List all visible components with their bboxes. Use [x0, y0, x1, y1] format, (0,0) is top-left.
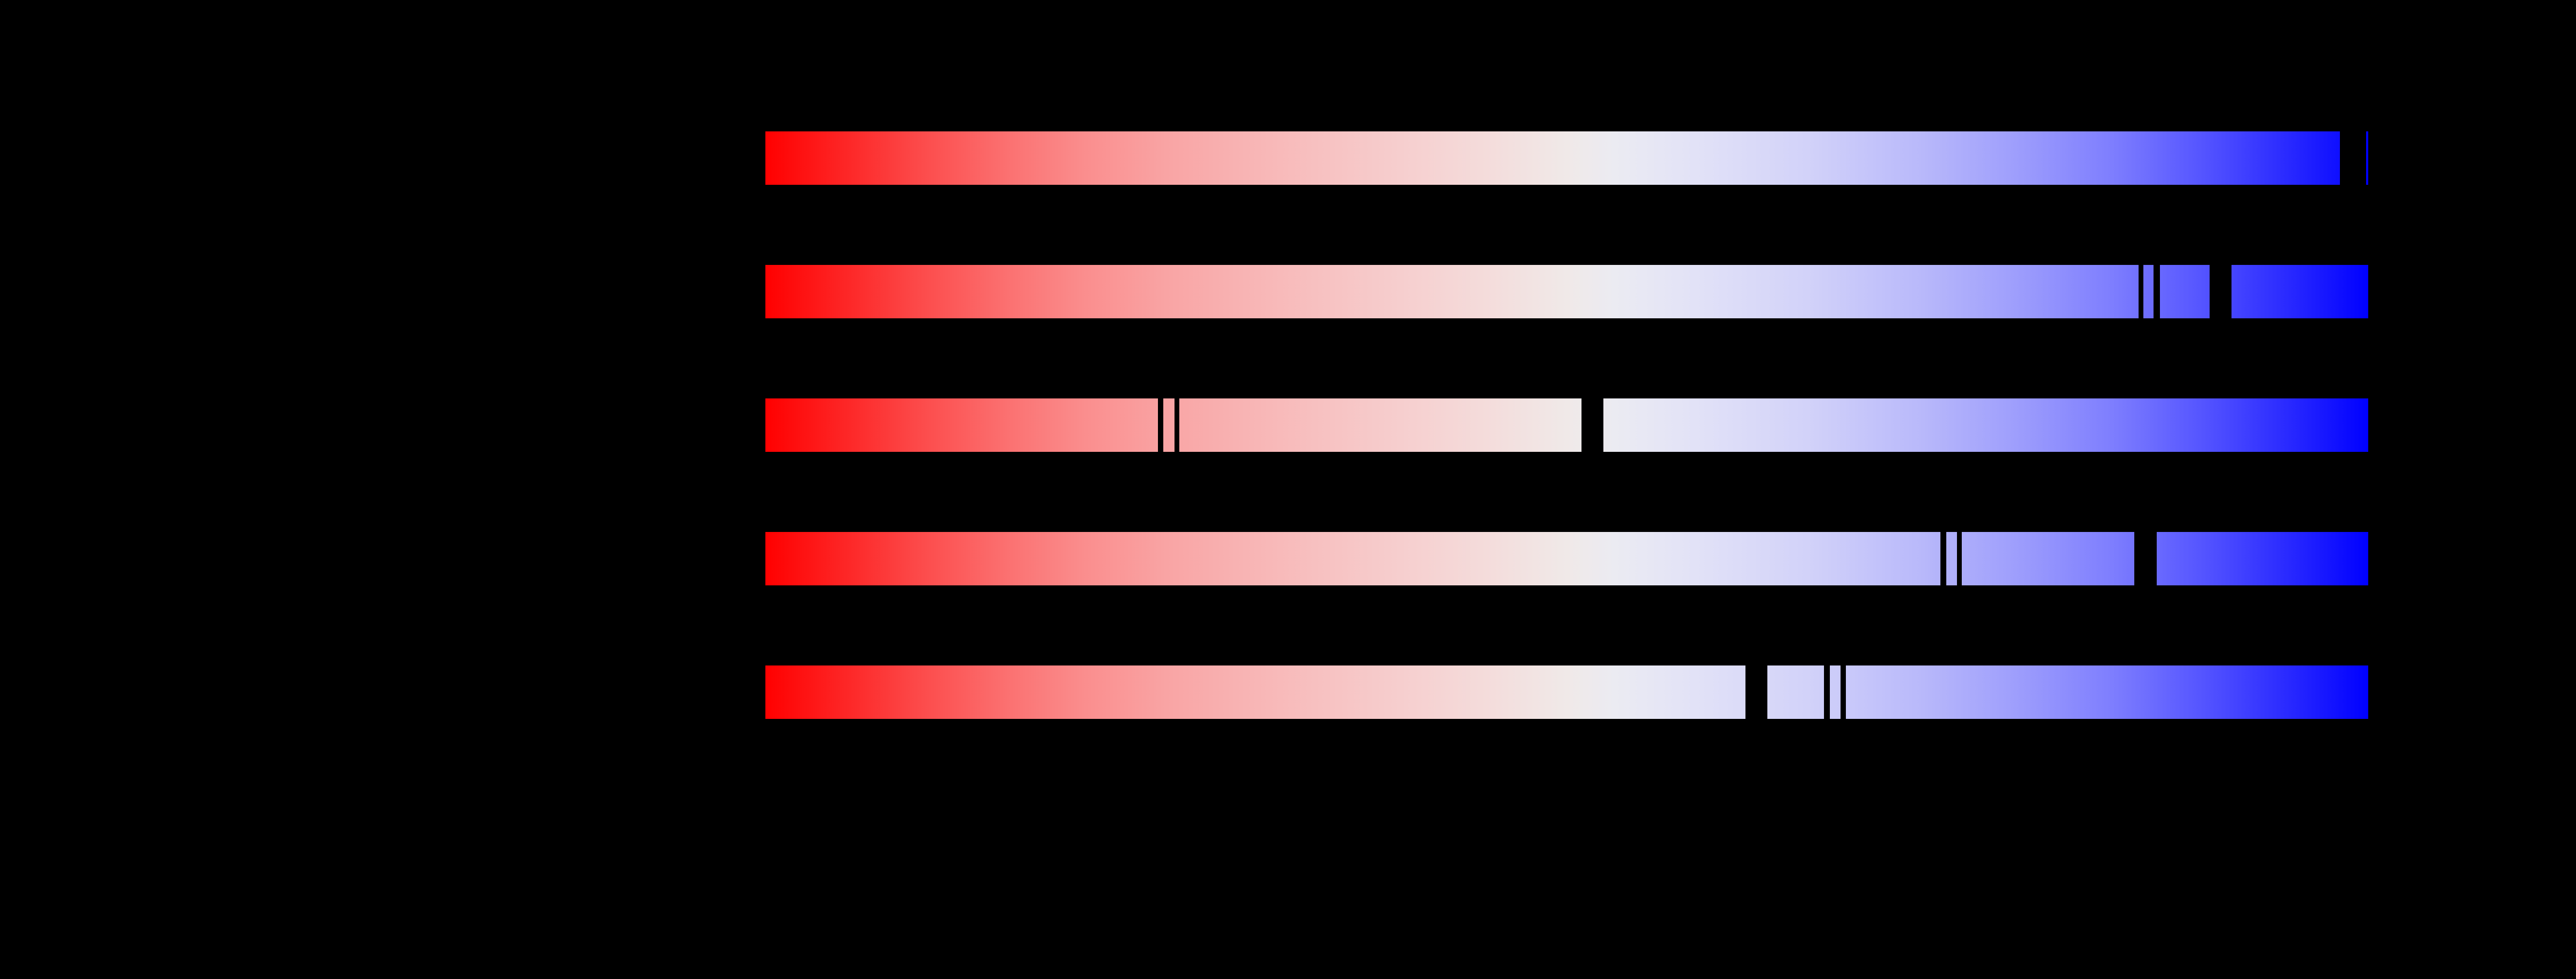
black-tick-mark: [2154, 265, 2160, 318]
gradient-strip-row-4: [765, 532, 2368, 585]
black-tick-mark: [1957, 532, 1962, 585]
black-tick-mark: [1745, 665, 1767, 719]
gradient-strip-row-5: [765, 665, 2368, 719]
black-tick-mark: [1175, 398, 1179, 452]
black-tick-mark: [1824, 665, 1830, 719]
black-tick-mark: [1940, 532, 1946, 585]
black-tick-mark: [2134, 532, 2157, 585]
black-tick-mark: [1841, 665, 1846, 719]
black-tick-mark: [1581, 398, 1603, 452]
gradient-strip-row-1: [765, 131, 2368, 185]
gradient-strip-row-2: [765, 265, 2368, 318]
black-tick-mark: [1158, 398, 1163, 452]
black-tick-mark: [2139, 265, 2143, 318]
black-tick-mark: [2340, 131, 2366, 185]
black-tick-mark: [2210, 265, 2232, 318]
gradient-strip-row-3: [765, 398, 2368, 452]
